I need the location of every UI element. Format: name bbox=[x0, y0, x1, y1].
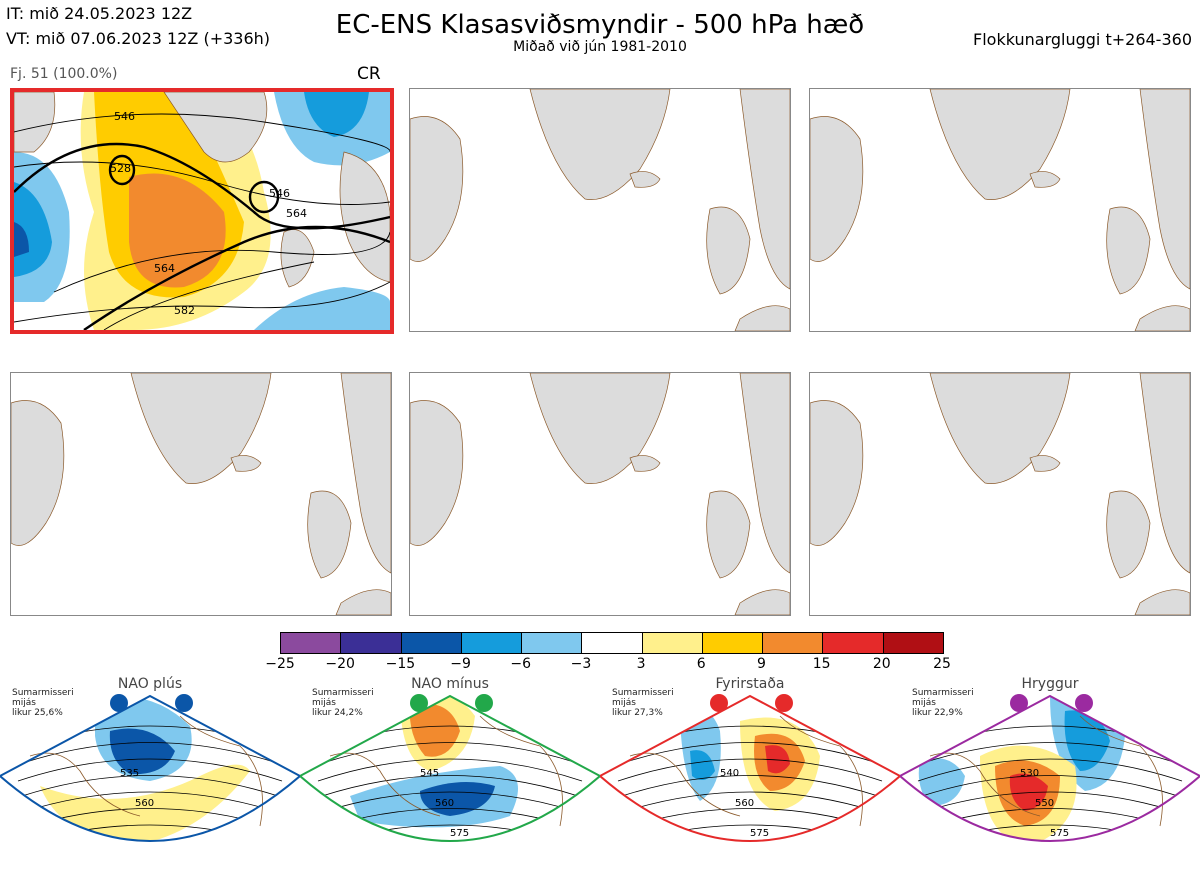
regime-contour-label: 535 bbox=[120, 768, 139, 779]
regime-contour-label: 545 bbox=[420, 768, 439, 779]
greenland-land bbox=[163, 92, 268, 163]
regime-frame bbox=[300, 694, 600, 842]
colorbar-segment bbox=[823, 633, 884, 653]
regime-title: Fyrirstaða bbox=[715, 676, 785, 692]
contour-label-5: 564 bbox=[154, 262, 175, 275]
cluster-regime-code: CR bbox=[357, 64, 381, 84]
empty-map-panel-6 bbox=[809, 372, 1191, 616]
contour-label-3: 546 bbox=[269, 187, 290, 200]
empty-map-panel-5 bbox=[409, 372, 791, 616]
colorbar-tick-label: 15 bbox=[812, 656, 831, 672]
regime-frame bbox=[0, 694, 300, 842]
regime-contour-label: 575 bbox=[1050, 828, 1069, 839]
colorbar-tick-label: 3 bbox=[636, 656, 646, 672]
regime-contour-label: 550 bbox=[1035, 798, 1054, 809]
regime-marker-icon bbox=[110, 694, 128, 712]
contour-label-6: 582 bbox=[174, 304, 195, 317]
colorbar-segment bbox=[522, 633, 583, 653]
regime-marker-icon bbox=[1010, 694, 1028, 712]
regime-marker-icon bbox=[710, 694, 728, 712]
colorbar-tick-label: −9 bbox=[450, 656, 471, 672]
regime-marker-icon bbox=[475, 694, 493, 712]
valid-time: VT: mið 07.06.2023 12Z (+336h) bbox=[6, 29, 271, 48]
regime-note: Sumarmisseri mijás likur 25,6% bbox=[12, 688, 74, 718]
colorbar-tick-label: 25 bbox=[933, 656, 951, 672]
empty-map-panel-4 bbox=[10, 372, 392, 616]
colorbar-tick-label: −3 bbox=[570, 656, 592, 672]
regime-marker-icon bbox=[1075, 694, 1093, 712]
colorbar-segment bbox=[702, 633, 764, 653]
regime-map-4: Hryggur Sumarmisseri mijás likur 22,9% 530… bbox=[900, 676, 1200, 871]
contour-label-1: 546 bbox=[114, 110, 135, 123]
cluster-count-label: Fj. 51 (100.0%) bbox=[10, 66, 118, 82]
colorbar-tick-label: 20 bbox=[872, 656, 891, 672]
colorbar-segment bbox=[883, 633, 943, 653]
regime-title: Hryggur bbox=[1021, 676, 1079, 692]
colorbar-tick-label: −15 bbox=[385, 656, 416, 672]
page-subtitle: Miðað við jún 1981-2010 bbox=[513, 39, 687, 55]
contour-label-2: 528 bbox=[110, 162, 131, 175]
colorbar-tick-label: −6 bbox=[510, 656, 532, 672]
initial-time: IT: mið 24.05.2023 12Z bbox=[6, 4, 193, 23]
scandinavia-land bbox=[339, 151, 390, 283]
regime-map-3: Fyrirstaða Sumarmisseri mijás likur 27,3% … bbox=[600, 676, 900, 871]
blue-anomaly-southeast bbox=[254, 287, 390, 330]
regime-note: Sumarmisseri mijás likur 27,3% bbox=[612, 688, 674, 718]
page-title: EC-ENS Klasasviðsmyndir - 500 hPa hæð bbox=[335, 10, 865, 40]
anomaly-colorbar bbox=[280, 632, 944, 654]
cluster-map-panel: 546 528 546 564 564 582 bbox=[10, 88, 394, 334]
regime-contour-label: 540 bbox=[720, 768, 739, 779]
regime-title: NAO mínus bbox=[411, 676, 489, 692]
regime-title: NAO plús bbox=[117, 676, 183, 692]
colorbar-segment bbox=[281, 633, 342, 653]
regime-frame bbox=[600, 694, 900, 842]
regime-marker-icon bbox=[775, 694, 793, 712]
colorbar-segment bbox=[341, 633, 402, 653]
regime-map-2: NAO mínus Sumarmisseri mijás likur 24,2% 5… bbox=[300, 676, 600, 871]
regime-map-1: NAO plús Sumarmisseri mijás likur 25,6% 53… bbox=[0, 676, 300, 871]
colorbar-tick-label: 6 bbox=[696, 656, 706, 672]
regime-frame bbox=[900, 694, 1200, 842]
regime-contour-label: 575 bbox=[750, 828, 769, 839]
colorbar-tick-label: −25 bbox=[265, 656, 295, 672]
regime-contour-label: 560 bbox=[435, 798, 454, 809]
regime-marker-icon bbox=[410, 694, 428, 712]
empty-map-panel-3 bbox=[809, 88, 1191, 332]
colorbar-segment bbox=[642, 633, 703, 653]
colorbar-segment bbox=[763, 633, 824, 653]
classification-window: Flokkunargluggi t+264-360 bbox=[973, 30, 1192, 49]
colorbar-segment bbox=[461, 633, 523, 653]
regime-contour-label: 575 bbox=[450, 828, 469, 839]
regime-note: Sumarmisseri mijás likur 24,2% bbox=[312, 688, 374, 718]
regime-marker-icon bbox=[175, 694, 193, 712]
empty-map-panel-2 bbox=[409, 88, 791, 332]
colorbar-segment bbox=[582, 633, 643, 653]
regime-contour-label: 560 bbox=[735, 798, 754, 809]
regime-contour-label: 560 bbox=[135, 798, 154, 809]
regime-contour-label: 530 bbox=[1020, 768, 1039, 779]
colorbar-tick-label: 9 bbox=[756, 656, 766, 672]
colorbar-segment bbox=[401, 633, 462, 653]
colorbar-tick-label: −20 bbox=[325, 656, 355, 672]
regime-note: Sumarmisseri mijás likur 22,9% bbox=[912, 688, 974, 718]
contour-label-4: 564 bbox=[286, 207, 307, 220]
